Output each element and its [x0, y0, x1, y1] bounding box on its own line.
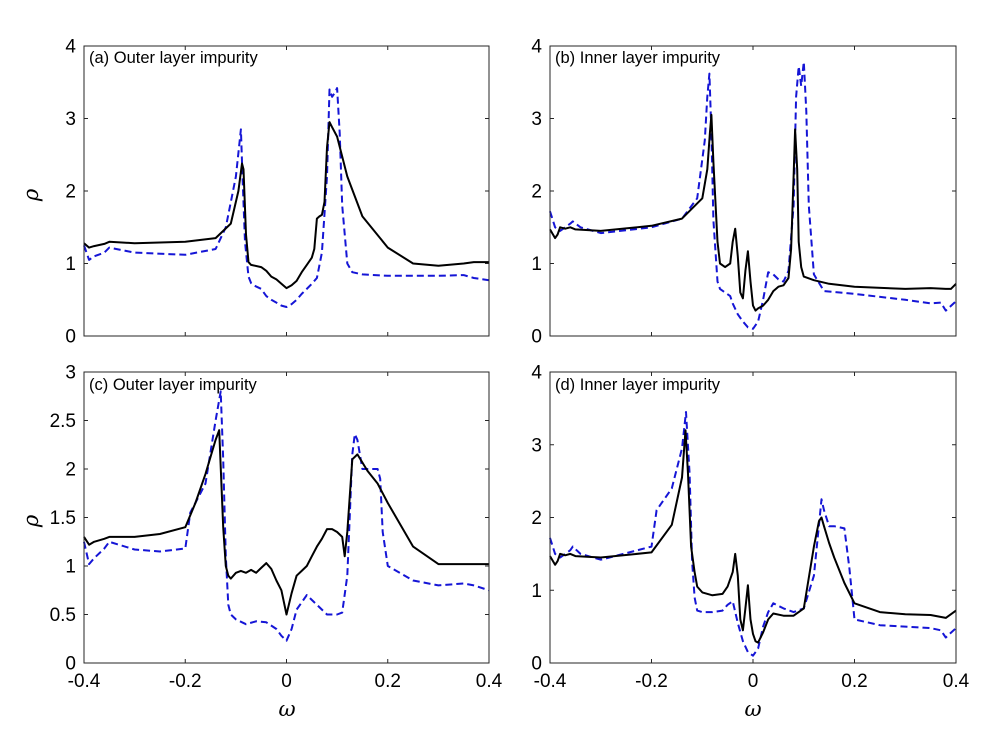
panel-b-ytick-label: 0 — [531, 327, 542, 348]
panel-c-ytick-label: 1.5 — [50, 508, 76, 529]
panel-c-ytick-label: 0.5 — [50, 605, 76, 626]
panel-b-series-solid — [549, 113, 957, 312]
panel-c-xtick-label: 0.4 — [476, 671, 503, 692]
panel-b-ytick-label: 4 — [531, 37, 542, 58]
panel-d-ytick-label: 4 — [531, 363, 542, 384]
panel-c-ytick-label: 2.5 — [50, 411, 76, 432]
panel-b-title: (b) Inner layer impurity — [555, 49, 721, 67]
panel-d: 0 1 2 3 4 -0.4 -0.2 0 0.2 0.4 (d) Inner layer imp… — [531, 363, 969, 722]
panel-a-title: (a) Outer layer impurity — [89, 49, 258, 67]
panel-d-x-axis-label: ω — [744, 697, 761, 721]
panel-c-series-solid — [83, 429, 489, 616]
panel-c-ytick-label: 1 — [65, 557, 76, 578]
panel-d-series-dashed — [549, 411, 957, 657]
panel-d-xtick-label: 0 — [748, 671, 759, 692]
panel-c-series-dashed — [83, 390, 490, 642]
panel-a-ytick-label: 3 — [65, 109, 76, 130]
panel-a-ytick-label: 2 — [65, 182, 76, 203]
panel-a-ytick-label: 1 — [65, 254, 76, 275]
panel-a-ytick-label: 4 — [65, 37, 76, 58]
panel-d-xtick-label: 0.2 — [841, 671, 867, 692]
panel-d-series-solid — [549, 429, 957, 644]
panel-c-xtick-label: -0.2 — [169, 671, 202, 692]
panel-d-ytick-label: 1 — [531, 581, 542, 602]
panel-d-xtick-label: -0.2 — [635, 671, 668, 692]
panel-c-xtick-label: 0 — [281, 671, 292, 692]
panel-b-series-dashed — [549, 60, 957, 330]
panel-b-ytick-label: 3 — [531, 109, 542, 130]
panel-c-xtick-label: -0.4 — [68, 671, 101, 692]
panel-d-xtick-label: 0.4 — [943, 671, 970, 692]
panel-c-xtick-label: 0.2 — [375, 671, 401, 692]
panel-a-ytick-label: 0 — [65, 327, 76, 348]
panel-c-ytick-label: 2 — [65, 460, 76, 481]
panel-a-y-axis-label: ρ — [19, 188, 43, 202]
panel-d-xtick-label: -0.4 — [534, 671, 567, 692]
panel-c-x-axis-label: ω — [278, 697, 295, 721]
panel-d-ytick-label: 3 — [531, 435, 542, 456]
panel-c-ytick-label: 3 — [65, 363, 76, 384]
panel-a-series-dashed — [83, 87, 490, 308]
panel-d-ytick-label: 0 — [531, 654, 542, 675]
panel-d-title: (d) Inner layer impurity — [555, 376, 721, 394]
panel-c: 0 0.5 1 1.5 2 2.5 3 -0.4 -0.2 0 0.2 0.4 (c) Outer l… — [19, 363, 503, 722]
panel-b-ytick-label: 2 — [531, 182, 542, 203]
panel-b: 0 1 2 3 4 (b) Inner layer impurity — [531, 37, 957, 348]
panel-c-ytick-label: 0 — [65, 654, 76, 675]
panel-a: 0 1 2 3 4 (a) Outer layer impurity ρ — [19, 37, 490, 348]
panel-c-title: (c) Outer layer impurity — [89, 376, 258, 394]
panel-b-ytick-label: 1 — [531, 254, 542, 275]
panel-a-series-solid — [83, 121, 489, 290]
panel-d-ytick-label: 2 — [531, 508, 542, 529]
panel-c-y-axis-label: ρ — [19, 514, 43, 528]
